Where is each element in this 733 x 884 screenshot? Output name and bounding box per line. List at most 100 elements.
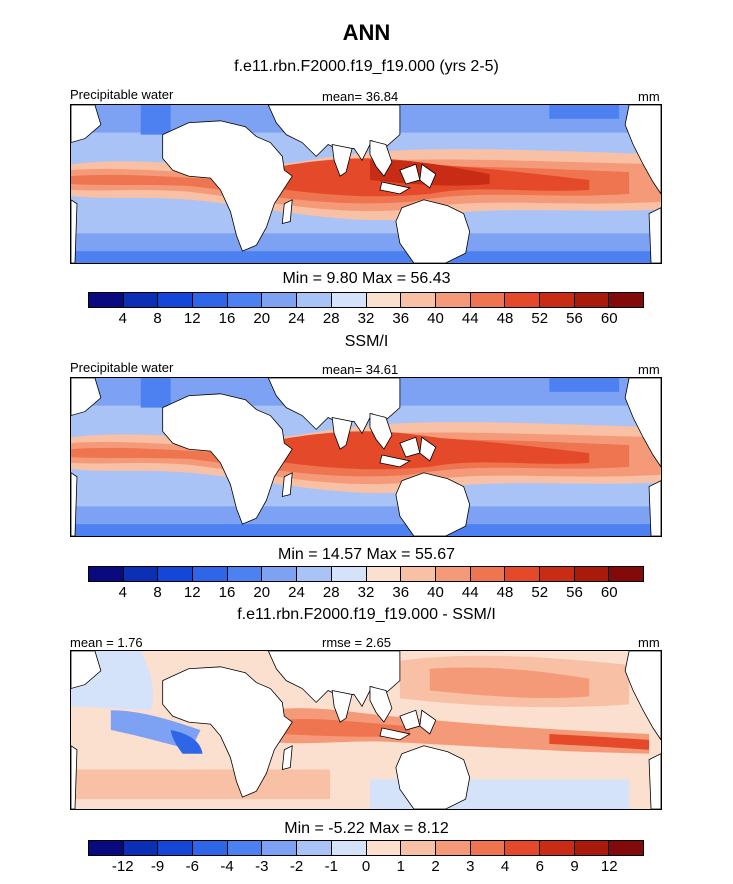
colorbar-swatch: [262, 567, 298, 581]
colorbar-swatch: [123, 567, 159, 581]
colorbar-tick-label: 12: [600, 858, 618, 875]
colorbar-tick-label: 4: [118, 584, 127, 601]
colorbar-tick-label: 52: [531, 310, 549, 327]
colorbar-tick-label: 16: [218, 584, 236, 601]
colorbar-tick-label: 24: [288, 584, 305, 601]
colorbar-tick-label: 60: [600, 584, 618, 601]
panel-3-map: [70, 650, 662, 810]
colorbar-tick-label: 8: [153, 584, 162, 601]
colorbar-swatch: [574, 841, 610, 855]
colorbar-tick-label: -2: [289, 858, 304, 875]
colorbar-tick-label: -9: [150, 858, 165, 875]
colorbar-swatch: [89, 293, 124, 307]
colorbar-swatch: [539, 567, 575, 581]
colorbar-swatch: [262, 293, 298, 307]
colorbar-swatch: [609, 293, 643, 307]
colorbar-tick-label: 28: [322, 584, 340, 601]
colorbar-swatch: [609, 841, 643, 855]
colorbar-tick-label: -3: [255, 858, 269, 875]
colorbar-tick-label: 44: [461, 310, 479, 327]
colorbar-swatch: [366, 567, 402, 581]
colorbar-swatch: [262, 841, 298, 855]
colorbar-swatch: [331, 293, 367, 307]
colorbar-tick-label: 8: [153, 310, 162, 327]
panel-2-colorbar-ticks: 4 8 12 16 20 24 28 32 36 40 44 48 52 56 60: [88, 584, 644, 602]
colorbar-swatch: [609, 567, 643, 581]
panel-3-colorbar-ticks: -12 -9 -6 -4 -3 -2 -1 0 1 2 3 4 6 9 12: [88, 858, 644, 876]
panel-3-subtitle: f.e11.rbn.F2000.f19_f19.000 - SSM/I: [237, 606, 496, 623]
panel-2-mean-label: mean= 34.61: [322, 362, 399, 377]
colorbar-swatch: [123, 841, 159, 855]
colorbar-swatch: [193, 293, 228, 307]
colorbar-swatch: [331, 567, 367, 581]
colorbar-tick-label: 40: [427, 584, 444, 601]
panel-3-rmse-label: rmse = 2.65: [322, 635, 392, 650]
colorbar-tick-label: 52: [531, 584, 549, 601]
colorbar-tick-label: 6: [535, 858, 544, 875]
panel-2-subtitle: SSM/I: [344, 333, 389, 350]
colorbar-swatch: [505, 567, 540, 581]
colorbar-tick-label: 36: [392, 310, 410, 327]
panel-2-map: [70, 377, 662, 537]
colorbar-tick-label: 12: [183, 584, 201, 601]
panel-3-mean-label: mean = 1.76: [70, 635, 143, 650]
colorbar-tick-label: -4: [220, 858, 234, 875]
panel-1-subtitle: f.e11.rbn.F2000.f19_f19.000 (yrs 2-5): [234, 58, 499, 75]
colorbar-swatch: [470, 567, 506, 581]
colorbar-tick-label: 48: [496, 310, 514, 327]
colorbar-tick-label: 60: [600, 310, 618, 327]
colorbar-swatch: [331, 841, 367, 855]
colorbar-tick-label: -12: [111, 858, 134, 875]
colorbar-swatch: [123, 293, 159, 307]
colorbar-tick-label: -6: [185, 858, 199, 875]
colorbar-tick-label: 16: [218, 310, 236, 327]
colorbar-swatch: [574, 567, 610, 581]
colorbar-swatch: [89, 567, 124, 581]
colorbar-tick-label: 20: [253, 584, 271, 601]
colorbar-swatch: [539, 293, 575, 307]
colorbar-tick-label: 3: [466, 858, 475, 875]
colorbar-swatch: [227, 841, 263, 855]
panel-1-colorbar: [88, 292, 644, 308]
map-field: [71, 651, 661, 809]
colorbar-swatch: [227, 567, 263, 581]
colorbar-swatch: [89, 841, 124, 855]
colorbar-swatch: [435, 293, 471, 307]
colorbar-swatch: [297, 841, 332, 855]
colorbar-swatch: [193, 567, 228, 581]
colorbar-tick-label: 2: [431, 858, 440, 875]
colorbar-swatch: [505, 841, 540, 855]
panel-2-units-label: mm: [638, 362, 660, 377]
colorbar-swatch: [158, 293, 194, 307]
colorbar-tick-label: 44: [461, 584, 479, 601]
colorbar-tick-label: 40: [427, 310, 444, 327]
colorbar-swatch: [297, 293, 332, 307]
colorbar-swatch: [227, 293, 263, 307]
colorbar-tick-label: 32: [357, 310, 375, 327]
colorbar-swatch: [366, 293, 402, 307]
panel-1-map: [70, 104, 662, 264]
panel-2-minmax: Min = 14.57 Max = 55.67: [278, 546, 455, 563]
colorbar-tick-label: 12: [183, 310, 201, 327]
colorbar-tick-label: 56: [566, 310, 583, 327]
colorbar-tick-label: 4: [500, 858, 510, 875]
panel-1-minmax: Min = 9.80 Max = 56.43: [282, 270, 451, 287]
colorbar-swatch: [505, 293, 540, 307]
panel-1-mean-label: mean= 36.84: [322, 89, 399, 104]
colorbar-swatch: [366, 841, 402, 855]
colorbar-swatch: [297, 567, 332, 581]
colorbar-swatch: [158, 567, 194, 581]
colorbar-swatch: [158, 841, 194, 855]
panel-3-minmax: Min = -5.22 Max = 8.12: [284, 820, 449, 837]
colorbar-swatch: [435, 567, 471, 581]
colorbar-tick-label: 4: [118, 310, 127, 327]
colorbar-swatch: [470, 293, 506, 307]
colorbar-tick-label: 32: [357, 584, 375, 601]
colorbar-tick-label: 9: [570, 858, 579, 875]
panel-2-left-label: Precipitable water: [70, 360, 174, 375]
figure-title: ANN: [342, 20, 391, 45]
panel-1-colorbar-ticks: 4 8 12 16 20 24 28 32 36 40 44 48 52 56 60: [88, 310, 644, 328]
colorbar-tick-label: 56: [566, 584, 583, 601]
colorbar-swatch: [435, 841, 471, 855]
colorbar-tick-label: 1: [396, 858, 405, 875]
